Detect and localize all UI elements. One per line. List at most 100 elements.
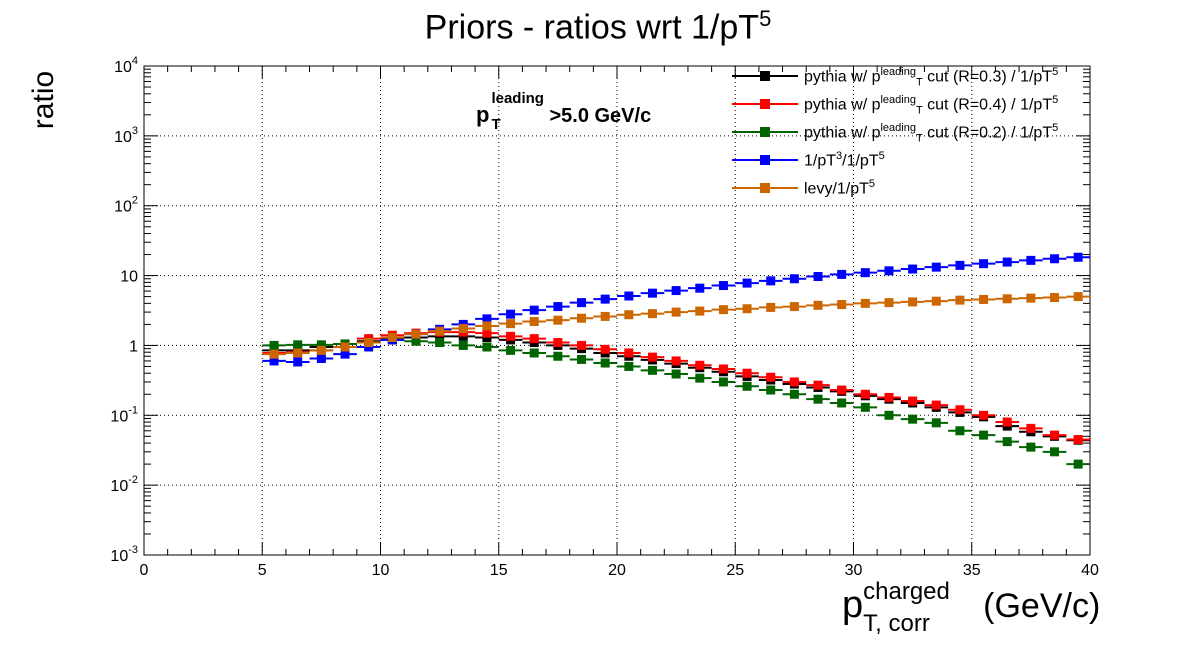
data-point xyxy=(718,377,728,387)
data-point xyxy=(482,321,492,331)
data-point xyxy=(884,298,894,308)
data-point xyxy=(624,361,634,371)
data-point xyxy=(908,264,918,274)
legend-marker xyxy=(760,127,770,137)
y-axis-label: ratio xyxy=(4,70,84,130)
data-point xyxy=(813,380,823,390)
data-point xyxy=(529,317,539,327)
data-point xyxy=(766,385,776,395)
data-point xyxy=(647,309,657,319)
x-tick-label: 30 xyxy=(845,562,863,579)
data-point xyxy=(458,340,468,350)
x-axis-label-superscript: charged xyxy=(863,578,950,605)
data-point xyxy=(435,338,445,348)
legend-marker xyxy=(760,183,770,193)
data-point xyxy=(766,372,776,382)
grid-lines xyxy=(144,66,1090,555)
x-tick-label: 40 xyxy=(1081,562,1099,579)
data-point xyxy=(458,323,468,333)
y-tick-label: 104 xyxy=(114,55,138,76)
data-point xyxy=(695,306,705,316)
data-point xyxy=(813,394,823,404)
data-point xyxy=(411,329,421,339)
legend-entry: pythia w/ pleadingT cut (R=0.2) / 1/pT5 xyxy=(724,118,1090,146)
data-point xyxy=(624,291,634,301)
data-point xyxy=(742,304,752,314)
data-point xyxy=(695,283,705,293)
x-axis-label-base: p xyxy=(842,583,864,626)
data-point xyxy=(1073,459,1083,469)
data-point xyxy=(1002,437,1012,447)
data-point xyxy=(387,332,397,342)
data-point xyxy=(647,288,657,298)
data-point xyxy=(931,262,941,272)
annotation-base: p xyxy=(476,102,490,127)
data-point xyxy=(955,426,965,436)
legend-text: 1/pT3/1/pT5 xyxy=(804,150,885,170)
data-point xyxy=(1026,255,1036,265)
x-tick-label: 5 xyxy=(258,562,267,579)
data-point xyxy=(766,276,776,286)
legend-marker xyxy=(760,155,770,165)
data-point xyxy=(908,396,918,406)
y-axis-label-text: ratio xyxy=(27,70,60,130)
x-tick-label: 20 xyxy=(608,562,626,579)
data-point xyxy=(955,405,965,415)
data-point xyxy=(979,294,989,304)
data-point xyxy=(482,342,492,352)
data-point xyxy=(624,348,634,358)
data-point xyxy=(1050,293,1060,303)
data-point xyxy=(553,351,563,361)
data-point xyxy=(718,305,728,315)
data-point xyxy=(577,340,587,350)
legend-text: pythia w/ pleadingT cut (R=0.2) / 1/pT5 xyxy=(804,122,1059,145)
data-point xyxy=(529,305,539,315)
annotation-text: >5.0 GeV/c xyxy=(549,105,652,127)
data-point xyxy=(742,368,752,378)
data-point xyxy=(931,400,941,410)
data-point xyxy=(695,373,705,383)
legend-entry: 1/pT3/1/pT5 xyxy=(724,146,1090,174)
data-point xyxy=(1026,423,1036,433)
x-tick-label: 35 xyxy=(963,562,981,579)
data-point xyxy=(600,311,610,321)
cut-annotation: p leading T >5.0 GeV/c xyxy=(476,90,652,133)
data-point xyxy=(813,300,823,310)
data-point xyxy=(931,296,941,306)
chart-title-text: Priors - ratios wrt 1/pT xyxy=(424,8,760,47)
data-point xyxy=(553,338,563,348)
data-point xyxy=(1026,293,1036,303)
data-point xyxy=(884,266,894,276)
data-point xyxy=(789,302,799,312)
data-point xyxy=(269,340,279,350)
data-point xyxy=(837,300,847,310)
data-point xyxy=(860,389,870,399)
data-point xyxy=(269,356,279,366)
data-point xyxy=(837,398,847,408)
data-point xyxy=(340,349,350,359)
legend-text: pythia w/ pleadingT cut (R=0.3) / 1/pT5 xyxy=(804,66,1059,89)
y-tick-label: 10 xyxy=(120,269,138,286)
data-point xyxy=(624,310,634,320)
x-axis-label: p charged T, corr (GeV/c) xyxy=(842,578,1100,638)
data-point xyxy=(908,297,918,307)
y-tick-label: 10-1 xyxy=(110,404,138,425)
x-tick-label: 25 xyxy=(726,562,744,579)
data-point xyxy=(695,360,705,370)
data-point xyxy=(1002,417,1012,427)
data-point xyxy=(1073,435,1083,445)
data-point xyxy=(718,281,728,291)
data-point xyxy=(837,385,847,395)
data-point xyxy=(718,364,728,374)
data-point xyxy=(482,314,492,324)
annotation-subscript: T xyxy=(491,116,501,133)
x-axis-label-unit: (GeV/c) xyxy=(983,586,1101,625)
data-point xyxy=(553,315,563,325)
data-point xyxy=(506,331,516,341)
data-point xyxy=(364,338,374,348)
y-tick-label: 102 xyxy=(114,195,138,216)
data-point xyxy=(931,418,941,428)
y-tick-label: 1 xyxy=(129,338,138,355)
data-point xyxy=(766,302,776,312)
series-4 xyxy=(262,292,1090,359)
